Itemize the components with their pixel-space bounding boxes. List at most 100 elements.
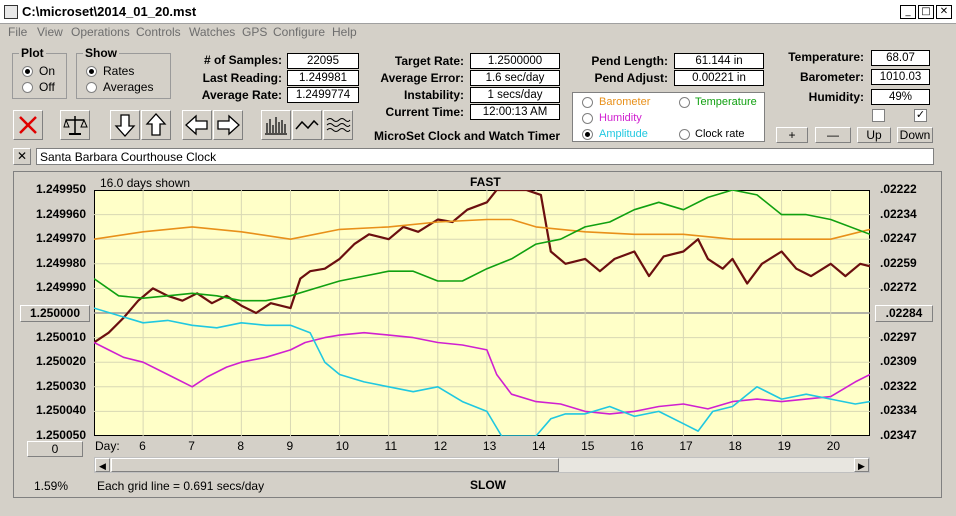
x-tick-label: 7	[188, 439, 195, 453]
series-clock-rate	[94, 190, 870, 344]
pend-adjust-label: Pend Adjust:	[594, 71, 668, 85]
delete-button[interactable]	[13, 110, 43, 140]
move-down-button[interactable]	[110, 110, 140, 140]
scroll-right-arrow-icon[interactable]: ▶	[854, 458, 869, 472]
wave-view-button[interactable]	[323, 110, 353, 140]
minimize-button[interactable]: _	[900, 5, 916, 19]
samples-label: # of Samples:	[203, 53, 282, 67]
x-tick-label: 20	[826, 439, 841, 453]
amplitude-radio[interactable]	[582, 129, 593, 140]
show-rates-label: Rates	[103, 64, 135, 78]
clear-name-button[interactable]: ✕	[13, 148, 31, 165]
x-tick-label: 19	[777, 439, 791, 453]
balance-scale-icon	[63, 116, 88, 135]
x-tick-label: 6	[139, 439, 146, 453]
series-humidity	[94, 331, 870, 415]
average-rate-label: Average Rate:	[201, 88, 282, 102]
red-x-icon	[19, 116, 37, 134]
x-tick-label: 8	[237, 439, 245, 453]
line-view-button[interactable]	[292, 110, 322, 140]
average-error-label: Average Error:	[380, 71, 464, 85]
instability-value: 1 secs/day	[470, 87, 560, 103]
average-rate-value: 1.2499774	[287, 87, 359, 103]
temperature-legend-label: Temperature	[695, 96, 757, 108]
instability-label: Instability:	[403, 88, 464, 102]
plot-off-label: Off	[39, 80, 55, 94]
menu-controls[interactable]: Controls	[136, 25, 181, 39]
y-right-tick-label: .02297	[880, 329, 917, 344]
menu-help[interactable]: Help	[332, 25, 357, 39]
down-button[interactable]: Down	[897, 127, 933, 143]
menu-view[interactable]: View	[37, 25, 63, 39]
zoom-in-button[interactable]: +	[776, 127, 808, 143]
maximize-button[interactable]: □	[918, 5, 934, 19]
wave-lines-icon	[326, 118, 351, 132]
fast-label: FAST	[470, 175, 501, 189]
menu-operations[interactable]: Operations	[71, 25, 130, 39]
y-right-tick-label: .02334	[880, 403, 917, 418]
x-tick-label: 11	[384, 439, 398, 453]
y-right-tick-label: .02347	[880, 428, 917, 442]
show-rates-radio[interactable]	[86, 66, 97, 77]
series-barometer	[94, 218, 870, 241]
y-left-tick-label: 1.249980	[35, 255, 86, 270]
temperature-radio[interactable]	[679, 97, 690, 108]
checkbox-2[interactable]: ✓	[914, 109, 927, 122]
histogram-view-button[interactable]	[261, 110, 291, 140]
plot-group-title: Plot	[19, 46, 46, 60]
clock-rate-radio[interactable]	[679, 129, 690, 140]
last-reading-value: 1.249981	[287, 70, 359, 86]
horizontal-scrollbar[interactable]: ◀ ▶	[94, 457, 870, 473]
clock-name-input[interactable]: Santa Barbara Courthouse Clock	[36, 148, 934, 165]
menu-configure[interactable]: Configure	[273, 25, 326, 39]
pend-adjust-value: 0.00221 in	[674, 70, 764, 86]
histogram-icon	[265, 117, 287, 135]
x-tick-label: 13	[482, 439, 497, 453]
barometer-radio[interactable]	[582, 97, 593, 108]
right-center-button[interactable]: .02284	[875, 305, 933, 322]
x-tick-label: 14	[532, 439, 546, 453]
y-right-tick-label: .02259	[880, 255, 917, 270]
current-time-label: Current Time:	[385, 105, 464, 119]
move-right-button[interactable]	[213, 110, 243, 140]
y-left-tick-label: 1.249990	[35, 280, 86, 295]
move-up-button[interactable]	[141, 110, 171, 140]
balance-button[interactable]	[60, 110, 90, 140]
line-graph-icon	[295, 119, 319, 130]
left-center-button[interactable]: 1.250000	[20, 305, 90, 322]
menu-gps[interactable]: GPS	[242, 25, 268, 39]
y-left-tick-label: 1.250050	[35, 428, 86, 442]
slow-label: SLOW	[470, 478, 506, 492]
app-caption: MicroSet Clock and Watch Timer	[374, 129, 561, 143]
zoom-out-button[interactable]: —	[815, 127, 851, 143]
series-amplitude	[94, 307, 870, 436]
plot-off-radio[interactable]	[22, 82, 33, 93]
plot-on-radio[interactable]	[22, 66, 33, 77]
pend-length-label: Pend Length:	[591, 54, 668, 68]
pend-length-value: 61.144 in	[674, 53, 764, 69]
up-button[interactable]: Up	[857, 127, 891, 143]
humidity-value: 49%	[871, 89, 930, 105]
checkbox-1[interactable]	[872, 109, 885, 122]
close-button[interactable]: ✕	[936, 5, 952, 19]
percent-label: 1.59%	[34, 479, 69, 493]
move-left-button[interactable]	[182, 110, 212, 140]
current-time-value: 12:00:13 AM	[470, 104, 560, 120]
up-arrow-icon	[145, 113, 167, 136]
scroll-thumb[interactable]	[111, 458, 559, 472]
zero-button[interactable]: 0	[27, 441, 83, 457]
left-arrow-icon	[185, 114, 208, 136]
x-tick-label: 18	[728, 439, 742, 453]
menu-file[interactable]: File	[8, 25, 28, 39]
y-right-tick-label: .02222	[880, 182, 917, 196]
show-group	[76, 53, 171, 99]
barometer-legend-label: Barometer	[599, 96, 651, 108]
show-averages-radio[interactable]	[86, 82, 97, 93]
scroll-left-arrow-icon[interactable]: ◀	[95, 458, 110, 472]
y-right-tick-label: .02309	[880, 354, 917, 369]
down-arrow-icon	[114, 114, 136, 137]
barometer-label: Barometer:	[799, 70, 864, 84]
average-error-value: 1.6 sec/day	[470, 70, 560, 86]
menu-watches[interactable]: Watches	[189, 25, 236, 39]
humidity-radio[interactable]	[582, 113, 593, 124]
